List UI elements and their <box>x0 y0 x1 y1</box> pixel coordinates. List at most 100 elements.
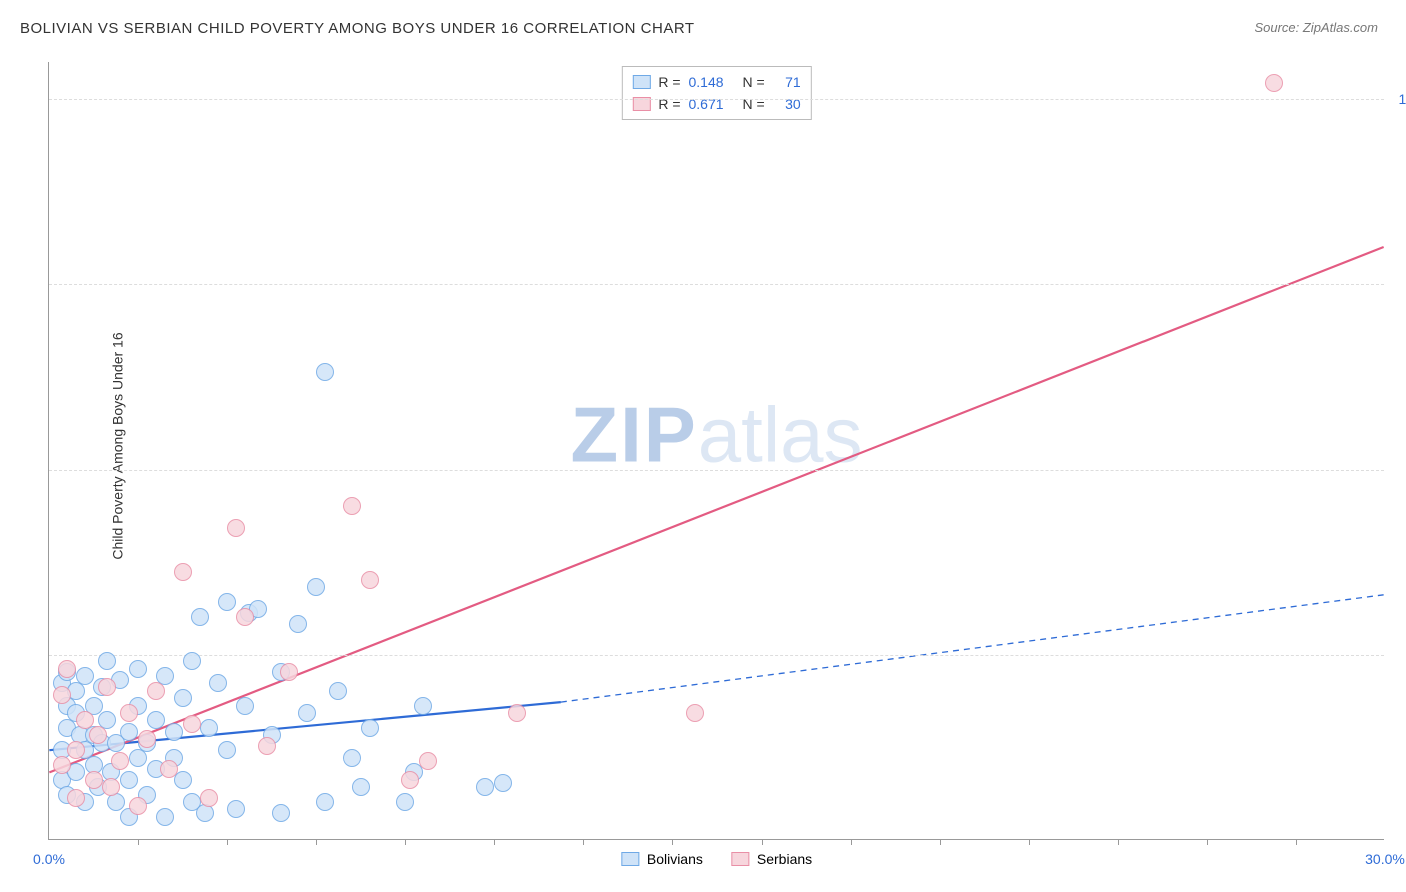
data-point <box>183 715 201 733</box>
data-point <box>361 719 379 737</box>
data-point <box>53 756 71 774</box>
data-point <box>76 711 94 729</box>
legend-row: R =0.148N =71 <box>632 71 800 93</box>
x-tick <box>1029 839 1030 845</box>
x-tick <box>1118 839 1119 845</box>
source-value: ZipAtlas.com <box>1303 20 1378 35</box>
data-point <box>280 663 298 681</box>
data-point <box>174 563 192 581</box>
data-point <box>200 719 218 737</box>
x-tick <box>762 839 763 845</box>
r-label: R = <box>658 93 680 115</box>
r-value: 0.671 <box>689 93 735 115</box>
data-point <box>343 749 361 767</box>
series-legend: Bolivians Serbians <box>621 851 812 867</box>
data-point <box>307 578 325 596</box>
watermark-light: atlas <box>698 390 863 478</box>
watermark: ZIPatlas <box>570 389 862 480</box>
data-point <box>129 660 147 678</box>
data-point <box>67 741 85 759</box>
r-value: 0.148 <box>689 71 735 93</box>
data-point <box>218 741 236 759</box>
data-point <box>316 793 334 811</box>
data-point <box>98 678 116 696</box>
data-point <box>120 704 138 722</box>
data-point <box>316 363 334 381</box>
x-tick-label: 0.0% <box>33 851 65 867</box>
data-point <box>396 793 414 811</box>
legend-swatch <box>731 852 749 866</box>
legend-swatch <box>632 75 650 89</box>
x-tick <box>138 839 139 845</box>
x-tick <box>1207 839 1208 845</box>
series-name: Serbians <box>757 851 812 867</box>
data-point <box>147 711 165 729</box>
data-point <box>218 593 236 611</box>
data-point <box>1265 74 1283 92</box>
data-point <box>494 774 512 792</box>
data-point <box>361 571 379 589</box>
data-point <box>89 726 107 744</box>
data-point <box>138 730 156 748</box>
n-value: 71 <box>773 71 801 93</box>
series-name: Bolivians <box>647 851 703 867</box>
data-point <box>53 686 71 704</box>
data-point <box>401 771 419 789</box>
n-label: N = <box>743 93 765 115</box>
n-label: N = <box>743 71 765 93</box>
data-point <box>236 608 254 626</box>
data-point <box>183 652 201 670</box>
x-tick <box>227 839 228 845</box>
gridline <box>49 284 1384 285</box>
gridline <box>49 99 1384 100</box>
data-point <box>120 771 138 789</box>
data-point <box>85 771 103 789</box>
data-point <box>160 760 178 778</box>
data-point <box>258 737 276 755</box>
data-point <box>414 697 432 715</box>
data-point <box>419 752 437 770</box>
data-point <box>227 800 245 818</box>
scatter-chart: ZIPatlas R =0.148N =71R =0.671N =30 Boli… <box>48 62 1384 840</box>
data-point <box>289 615 307 633</box>
legend-swatch <box>621 852 639 866</box>
gridline <box>49 470 1384 471</box>
data-point <box>58 660 76 678</box>
data-point <box>508 704 526 722</box>
data-point <box>236 697 254 715</box>
data-point <box>352 778 370 796</box>
data-point <box>298 704 316 722</box>
data-point <box>120 723 138 741</box>
legend-row: R =0.671N =30 <box>632 93 800 115</box>
y-tick-label: 100.0% <box>1399 91 1406 107</box>
x-tick <box>405 839 406 845</box>
data-point <box>343 497 361 515</box>
data-point <box>98 652 116 670</box>
source-credit: Source: ZipAtlas.com <box>1254 20 1378 35</box>
data-point <box>686 704 704 722</box>
data-point <box>174 689 192 707</box>
data-point <box>209 674 227 692</box>
x-tick <box>494 839 495 845</box>
data-point <box>227 519 245 537</box>
watermark-bold: ZIP <box>570 390 697 478</box>
source-label: Source: <box>1254 20 1302 35</box>
data-point <box>200 789 218 807</box>
x-tick-label: 30.0% <box>1365 851 1405 867</box>
data-point <box>76 667 94 685</box>
x-tick <box>583 839 584 845</box>
trend-lines <box>49 62 1384 839</box>
gridline <box>49 655 1384 656</box>
data-point <box>191 608 209 626</box>
x-tick <box>1296 839 1297 845</box>
data-point <box>272 804 290 822</box>
legend-item: Serbians <box>731 851 812 867</box>
data-point <box>67 789 85 807</box>
correlation-legend: R =0.148N =71R =0.671N =30 <box>621 66 811 120</box>
x-tick <box>672 839 673 845</box>
data-point <box>129 797 147 815</box>
x-tick <box>940 839 941 845</box>
data-point <box>102 778 120 796</box>
legend-item: Bolivians <box>621 851 703 867</box>
x-tick <box>316 839 317 845</box>
